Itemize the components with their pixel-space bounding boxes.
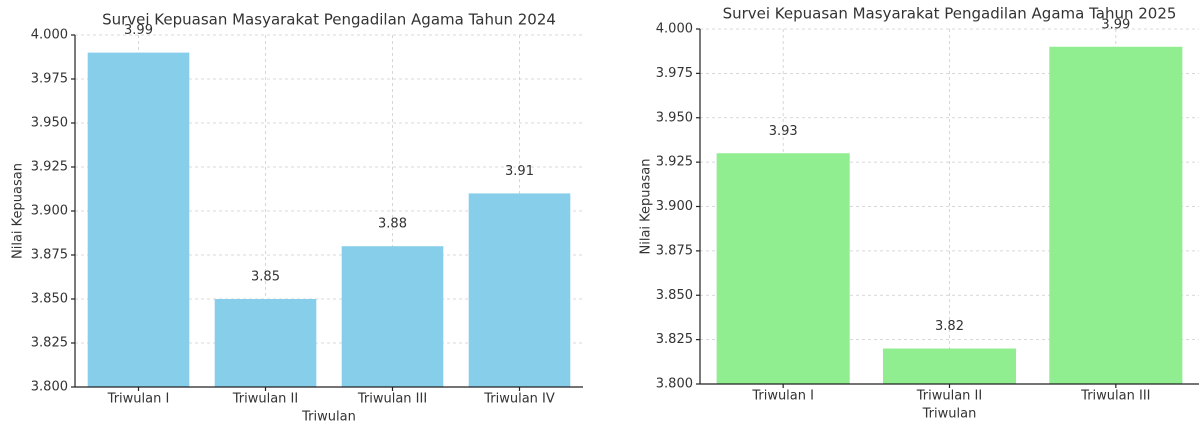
y-tick-label: 3.900 [656,199,693,214]
y-axis-label: Nilai Kepuasan [11,163,26,259]
x-tick-label: Triwulan I [751,389,814,404]
y-tick-label: 3.875 [31,248,68,263]
x-tick-label: Triwulan IV [483,392,555,407]
x-tick-label: Triwulan II [232,392,298,407]
y-tick-label: 4.000 [31,28,68,43]
bar [341,246,444,387]
y-tick-label: 3.850 [656,288,693,303]
data-label: 3.91 [505,164,534,179]
x-tick-label: Triwulan III [1080,389,1150,404]
chart-title: Survei Kepuasan Masyarakat Pengadilan Ag… [723,5,1177,23]
bar [214,299,317,387]
y-axis-label: Nilai Kepuasan [639,159,654,255]
chart-title: Survei Kepuasan Masyarakat Pengadilan Ag… [102,11,556,29]
y-tick-label: 3.825 [31,336,68,351]
data-label: 3.85 [251,270,280,285]
y-tick-label: 3.950 [31,116,68,131]
x-tick-label: Triwulan I [107,392,170,407]
x-tick-label: Triwulan III [357,392,427,407]
bar [1049,46,1183,384]
y-tick-label: 3.800 [656,377,693,392]
bar [468,193,571,387]
y-tick-label: 3.850 [31,292,68,307]
y-tick-label: 3.975 [31,72,68,87]
data-label: 3.93 [769,124,798,139]
data-label: 3.99 [1101,17,1130,32]
bar [87,52,190,387]
x-tick-label: Triwulan II [916,389,982,404]
bar [882,348,1017,384]
data-label: 3.82 [935,319,964,334]
y-tick-label: 3.950 [656,110,693,125]
x-axis-label: Triwulan [301,410,356,423]
y-tick-label: 3.925 [31,160,68,175]
y-tick-label: 3.975 [656,66,693,81]
y-tick-label: 3.900 [31,204,68,219]
y-tick-label: 3.800 [31,380,68,395]
y-tick-label: 4.000 [656,22,693,37]
x-axis-label: Triwulan [922,407,977,422]
y-tick-label: 3.825 [656,332,693,347]
data-label: 3.99 [124,23,153,38]
y-tick-label: 3.925 [656,155,693,170]
y-tick-label: 3.875 [656,243,693,258]
bar [716,153,850,384]
data-label: 3.88 [378,217,407,232]
